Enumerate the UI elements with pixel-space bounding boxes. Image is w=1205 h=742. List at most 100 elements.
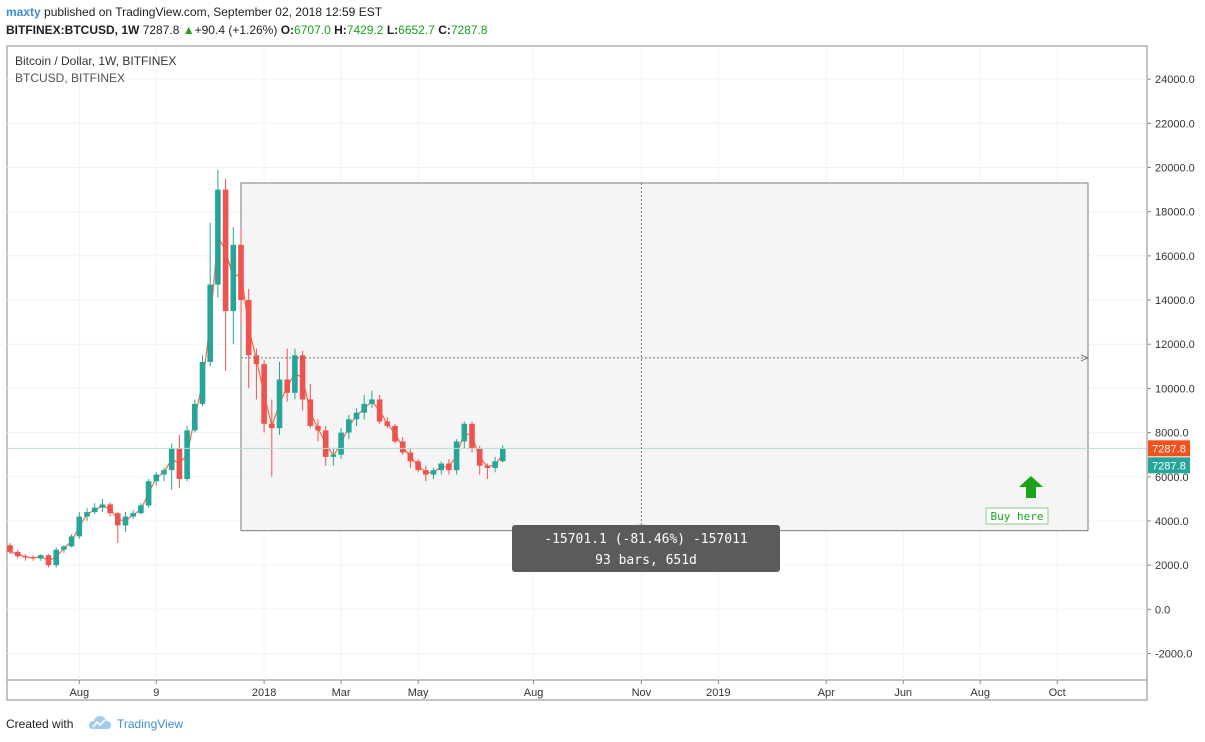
candle-body xyxy=(461,423,468,442)
candle-body xyxy=(30,557,36,559)
measure-tooltip: -15701.1 (-81.46%) -157011 93 bars, 651d xyxy=(512,525,780,572)
time-tick-label: Aug xyxy=(524,687,544,699)
candle-body xyxy=(61,546,67,550)
time-tick-label: Nov xyxy=(632,687,652,699)
time-tick-label: Jun xyxy=(894,687,912,699)
buy-annotation[interactable]: Buy here xyxy=(985,476,1049,525)
candle-body xyxy=(7,545,13,552)
created-with-label: Created with xyxy=(6,717,74,731)
buy-label: Buy here xyxy=(991,510,1044,523)
candle-body xyxy=(476,448,483,466)
candle-body xyxy=(330,454,337,457)
footer: Created with TradingView xyxy=(0,707,1205,742)
measure-box[interactable] xyxy=(240,182,1089,532)
measure-tooltip-bg xyxy=(512,525,780,572)
candle-body xyxy=(299,355,306,400)
candle-body xyxy=(284,379,290,393)
time-tick-label: Mar xyxy=(332,687,351,699)
candle-body xyxy=(99,504,106,508)
measure-tooltip-line2: 93 bars, 651d xyxy=(595,553,697,568)
candle-body xyxy=(430,470,437,475)
candle-body xyxy=(253,355,260,365)
candle-body xyxy=(76,516,83,537)
candle-body xyxy=(53,549,59,566)
last-price-tag-green xyxy=(1148,457,1190,474)
time-tick-label: Oct xyxy=(1049,687,1066,699)
price-tick-label: 8000.0 xyxy=(1155,428,1189,440)
candle-body xyxy=(115,513,121,526)
candle-body xyxy=(122,516,129,526)
price-axis[interactable]: -2000.0 0.0 2000.0 4000.0 6000.0 8000.0 10000.… xyxy=(1147,74,1195,660)
candle-body xyxy=(438,463,444,471)
candle-body xyxy=(338,432,344,455)
close-value: 7287.8 xyxy=(450,23,488,37)
candle-body xyxy=(168,448,175,471)
candle-body xyxy=(153,474,160,482)
price-tick-label: 10000.0 xyxy=(1155,383,1195,395)
candle-body xyxy=(376,399,383,422)
time-axis[interactable]: Aug 9 2018 Mar May Aug Nov 2019 Apr Jun Aug Oct xyxy=(70,680,1066,699)
last-price-tag-red xyxy=(1148,440,1190,457)
price-tick-label: 24000.0 xyxy=(1155,74,1195,86)
price-tick-label: 22000.0 xyxy=(1155,118,1195,130)
author-link[interactable]: maxty xyxy=(6,5,41,19)
candle-body xyxy=(230,244,237,312)
candle-body xyxy=(145,481,152,506)
last-price-tag-red-text: 7287.8 xyxy=(1152,443,1186,455)
open-label: O: xyxy=(280,23,295,37)
time-axis-band xyxy=(6,679,1148,701)
candle-body xyxy=(392,425,398,442)
candle-body xyxy=(453,441,460,471)
tradingview-cloud-icon xyxy=(88,716,111,729)
low-value: 6652.7 xyxy=(398,23,435,37)
candle-body xyxy=(222,189,229,312)
time-tick-label: Aug xyxy=(70,687,90,699)
candle-body xyxy=(423,470,429,475)
price-tick-label: 18000.0 xyxy=(1155,207,1195,219)
candle-body xyxy=(346,419,352,433)
high-label: H: xyxy=(334,23,347,37)
open-value: 6707.0 xyxy=(294,23,331,37)
time-tick-label: Aug xyxy=(970,687,990,699)
price-tick-label: 20000.0 xyxy=(1155,162,1195,174)
candle-body xyxy=(276,379,283,429)
candle-body xyxy=(107,504,113,514)
time-tick-label: 9 xyxy=(153,687,159,699)
time-tick-label: May xyxy=(408,687,429,699)
candle-body xyxy=(91,507,98,513)
candle-body xyxy=(68,536,75,547)
chart-header: maxty published on TradingView.com, Sept… xyxy=(0,0,1205,40)
published-text: published on TradingView.com, September … xyxy=(44,5,383,19)
legend-subtitle: BTCUSD, BITFINEX xyxy=(15,71,125,85)
candle-body xyxy=(315,425,321,431)
ohlc-line: BITFINEX:BTCUSD, 1W 7287.8 ▲+90.4 (+1.26… xyxy=(6,23,488,37)
candle-body xyxy=(161,470,167,475)
candle-body xyxy=(369,399,375,404)
candle-body xyxy=(192,403,198,431)
candle-body xyxy=(307,399,314,426)
price-tick-label: 14000.0 xyxy=(1155,295,1195,307)
price-tags: 7287.8 7287.8 xyxy=(1148,440,1190,474)
candle-body xyxy=(245,300,252,356)
legend-title: Bitcoin / Dollar, 1W, BITFINEX xyxy=(15,54,176,68)
low-label: L: xyxy=(386,23,399,37)
price-chart[interactable]: -2000.0 0.0 2000.0 4000.0 6000.0 8000.0 10000.… xyxy=(0,40,1205,707)
price-tick-label: 2000.0 xyxy=(1155,560,1189,572)
publish-info: maxty published on TradingView.com, Sept… xyxy=(6,5,382,19)
price-tick-label: -2000.0 xyxy=(1155,648,1192,660)
up-arrow-icon: ▲ xyxy=(182,23,195,37)
candle-body xyxy=(22,556,29,558)
price-change: +90.4 (+1.26%) xyxy=(194,23,278,37)
candle-body xyxy=(215,189,221,285)
price-tick-label: 4000.0 xyxy=(1155,516,1189,528)
candle-body xyxy=(492,461,498,468)
candle-body xyxy=(415,461,421,471)
symbol-label: BITFINEX:BTCUSD, 1W xyxy=(6,23,140,37)
last-price-tag-green-text: 7287.8 xyxy=(1152,460,1186,472)
price-tick-label: 6000.0 xyxy=(1155,472,1189,484)
tradingview-link[interactable]: TradingView xyxy=(117,717,184,731)
candle-body xyxy=(184,430,190,479)
candle-body xyxy=(45,555,52,566)
high-value: 7429.2 xyxy=(346,23,384,37)
time-tick-label: 2018 xyxy=(252,687,276,699)
